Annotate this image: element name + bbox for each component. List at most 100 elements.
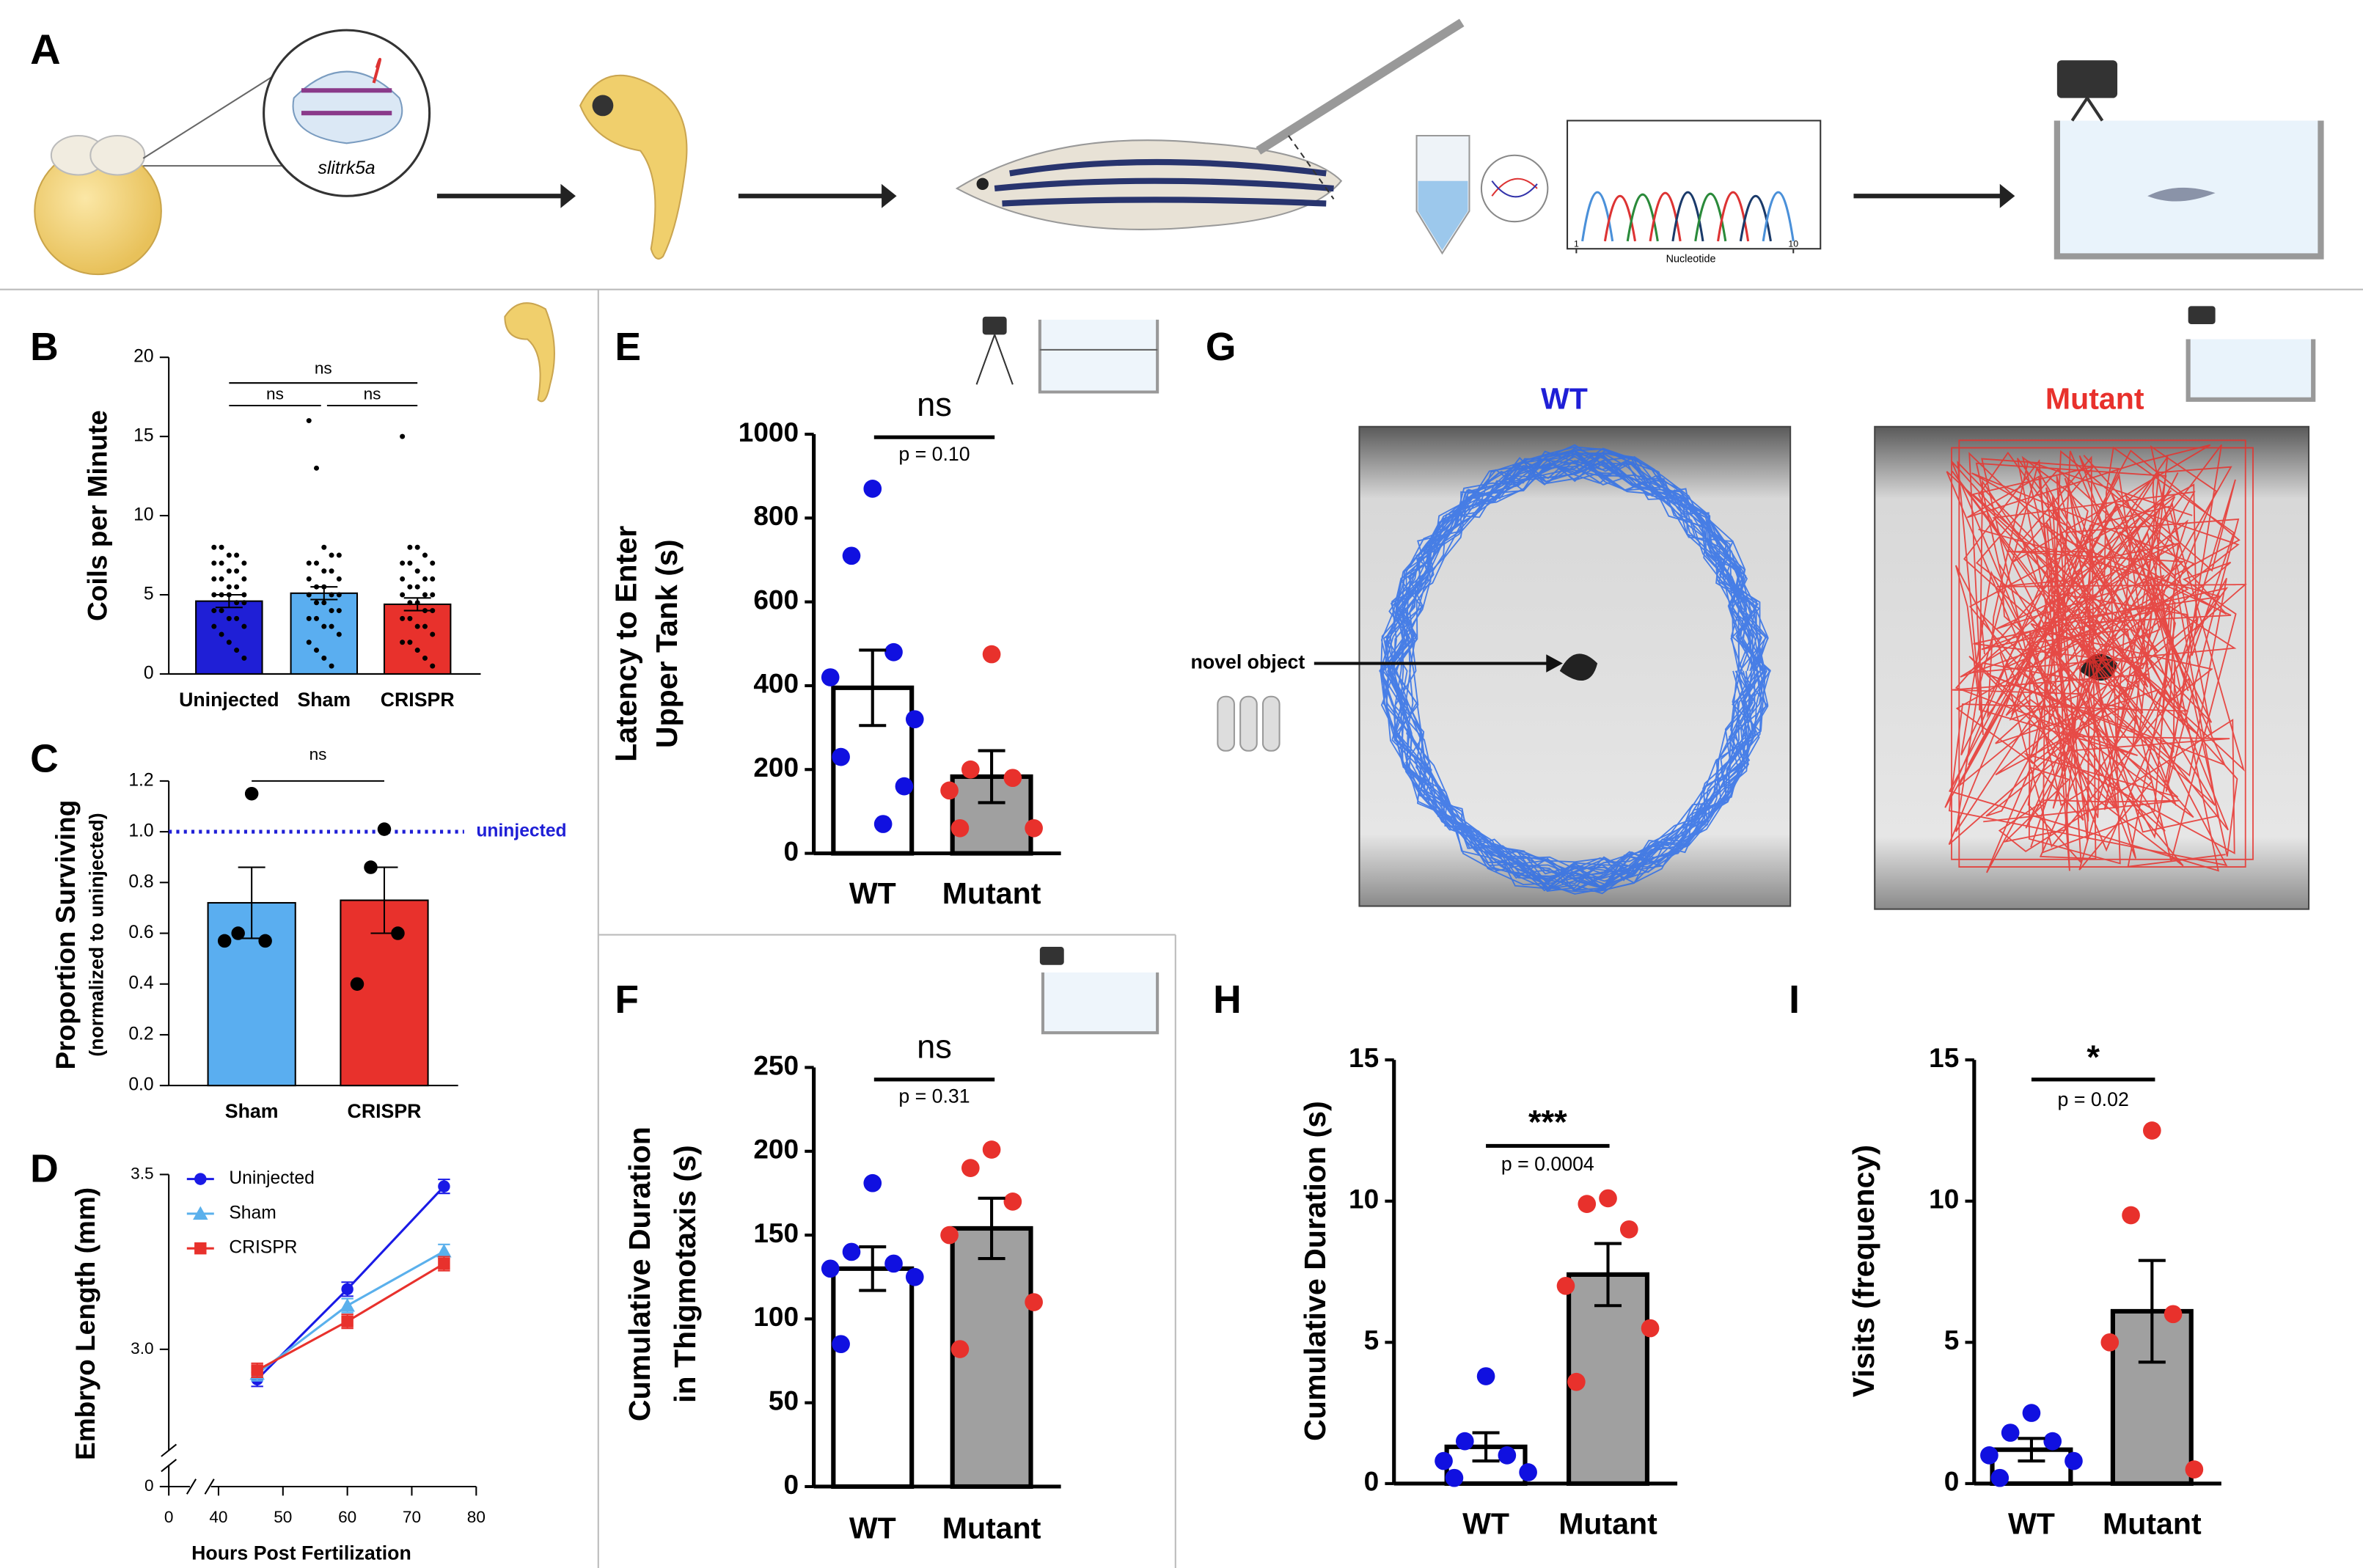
error-bar	[238, 866, 265, 939]
chromatogram-xlabel: Nucleotide	[1666, 253, 1716, 265]
data-point	[1025, 818, 1043, 838]
significance-label: ns	[266, 385, 284, 403]
marker	[340, 1297, 355, 1312]
marker	[341, 1283, 353, 1296]
data-point	[2022, 1404, 2041, 1422]
p-value: p = 0.02	[2058, 1088, 2129, 1110]
y-tick-label: 50	[769, 1385, 799, 1415]
y-axis-label: Visits (frequency)	[1847, 1145, 1880, 1397]
error-bar	[978, 749, 1005, 805]
error-bar	[310, 586, 338, 601]
y-tick-label: 10	[1349, 1184, 1379, 1215]
data-point	[982, 645, 1001, 664]
bar	[950, 1226, 1033, 1490]
data-point	[414, 584, 420, 590]
data-point	[1519, 1463, 1537, 1481]
y-tick-label: 15	[1929, 1043, 1959, 1073]
reference-label: uninjected	[476, 821, 566, 841]
error-bar	[1472, 1431, 1500, 1463]
x-tick-label: CRISPR	[381, 689, 455, 711]
data-point	[1476, 1367, 1495, 1385]
x-tick-label: WT	[2008, 1506, 2055, 1540]
p-value: p = 0.0004	[1501, 1153, 1594, 1175]
panel-label: B	[30, 326, 59, 369]
trajectory	[1382, 444, 1757, 882]
data-point	[217, 934, 232, 948]
data-point	[430, 631, 436, 637]
y-tick-label: 400	[753, 669, 799, 699]
data-point	[336, 608, 342, 614]
data-point	[430, 592, 436, 598]
data-point	[905, 1267, 924, 1286]
y-tick-label: 0	[783, 836, 799, 866]
x-tick-label: Mutant	[2103, 1506, 2202, 1540]
data-point	[1445, 1468, 1464, 1487]
trajectory	[1971, 446, 2235, 848]
data-point	[329, 568, 334, 574]
error-bar	[215, 593, 243, 609]
y-tick-label: 0	[144, 1476, 154, 1495]
data-point	[241, 592, 247, 598]
data-point	[211, 560, 217, 566]
data-point	[211, 544, 217, 550]
data-point	[884, 642, 903, 662]
data-point	[306, 615, 312, 621]
data-point	[2122, 1206, 2140, 1225]
y-tick-label: 10	[1929, 1184, 1959, 1215]
error-bar	[2018, 1437, 2045, 1463]
data-point	[407, 615, 413, 621]
y-tick-label: 1.2	[128, 770, 153, 790]
x-tick-label: WT	[849, 1511, 896, 1545]
data-point	[336, 576, 342, 582]
trajectory	[1944, 455, 2232, 839]
panel-label: E	[615, 326, 641, 369]
data-point	[414, 623, 420, 629]
error-bar	[2138, 1259, 2166, 1364]
data-point	[2043, 1432, 2062, 1451]
data-point	[1619, 1220, 1638, 1239]
panel-label: C	[30, 737, 59, 780]
data-point	[329, 663, 334, 669]
data-point	[2001, 1424, 2020, 1442]
data-point	[961, 760, 980, 779]
significance-label: ns	[917, 1028, 952, 1066]
data-point	[832, 1335, 850, 1354]
y-tick-label: 0.2	[128, 1024, 153, 1044]
data-point	[219, 608, 224, 614]
y-tick-label: 5	[1364, 1325, 1380, 1355]
bar	[383, 603, 452, 675]
legend-label: CRISPR	[229, 1238, 297, 1258]
y-tick-label: 150	[753, 1218, 799, 1248]
y-tick-label: 15	[133, 426, 153, 446]
tick-label: 10	[1788, 238, 1798, 249]
data-point	[244, 786, 259, 801]
data-point	[905, 710, 924, 729]
legend-label: Sham	[229, 1203, 276, 1223]
data-point	[219, 576, 224, 582]
data-point	[414, 568, 420, 574]
data-point	[314, 648, 320, 653]
marker	[438, 1257, 450, 1270]
error-bar	[859, 1245, 887, 1292]
error-bar	[370, 866, 398, 934]
y-tick-label: 0	[144, 663, 154, 683]
data-point	[2065, 1451, 2083, 1470]
data-point	[336, 592, 342, 598]
y-tick-label: 600	[753, 585, 799, 615]
panel-label: A	[30, 26, 61, 73]
data-point	[1498, 1446, 1517, 1465]
panel-label: G	[1206, 326, 1237, 369]
data-point	[234, 600, 240, 606]
separators	[0, 288, 2363, 1568]
data-point	[211, 623, 217, 629]
data-point	[219, 544, 224, 550]
data-point	[2164, 1305, 2183, 1324]
data-point	[961, 1159, 980, 1177]
error-bar	[859, 648, 887, 728]
y-axis-label: Latency to Enter	[609, 526, 643, 762]
data-point	[400, 433, 406, 439]
data-point	[1578, 1195, 1597, 1213]
data-point	[1556, 1276, 1575, 1295]
y-tick-label: 0.4	[128, 973, 153, 993]
y-axis-label: Upper Tank (s)	[650, 539, 684, 748]
